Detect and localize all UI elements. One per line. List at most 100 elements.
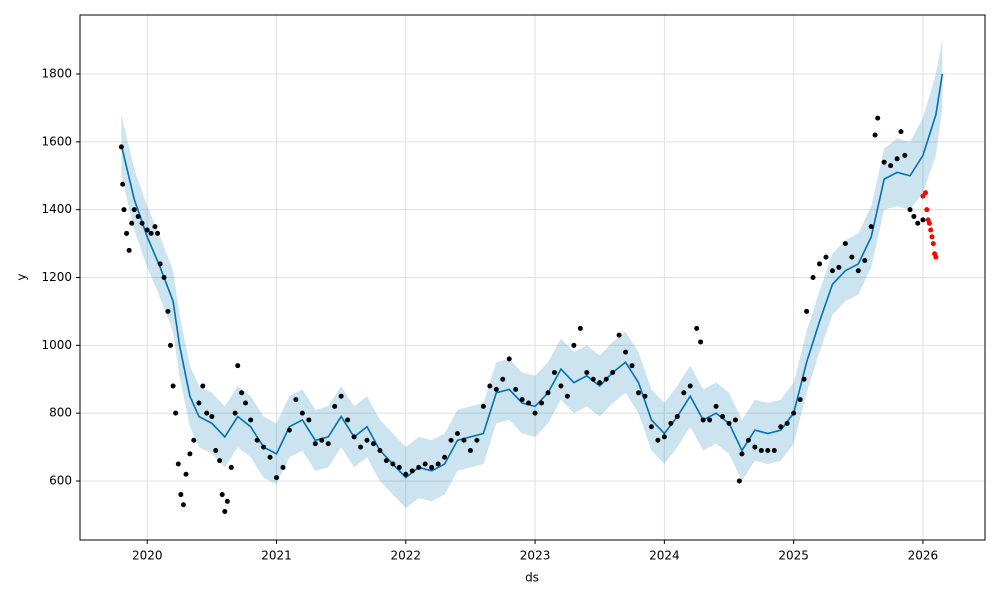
data-point xyxy=(739,451,745,457)
data-point xyxy=(513,386,519,392)
data-point xyxy=(183,471,189,477)
data-point xyxy=(286,427,292,433)
data-point xyxy=(170,383,176,389)
data-point xyxy=(933,254,939,260)
data-point xyxy=(267,454,273,460)
data-point xyxy=(261,444,267,450)
data-point xyxy=(180,502,186,508)
data-point xyxy=(720,414,726,420)
data-point xyxy=(222,509,228,515)
data-point xyxy=(616,332,622,338)
data-point xyxy=(377,447,383,453)
data-point xyxy=(571,342,577,348)
data-point xyxy=(416,464,422,470)
x-tick-label: 2023 xyxy=(520,549,551,563)
data-point xyxy=(383,458,389,464)
data-point xyxy=(126,247,132,253)
data-point xyxy=(161,275,167,280)
data-point xyxy=(888,163,894,169)
data-point xyxy=(448,437,454,443)
data-point xyxy=(519,397,525,403)
data-point xyxy=(911,213,917,219)
data-point xyxy=(532,410,538,416)
data-point xyxy=(636,390,642,396)
data-point xyxy=(539,400,545,406)
plot-frame xyxy=(79,14,986,541)
data-point xyxy=(480,403,486,409)
data-point xyxy=(403,471,409,477)
data-point xyxy=(178,492,184,498)
data-point xyxy=(429,464,435,470)
data-point xyxy=(390,461,396,467)
data-point xyxy=(907,207,913,213)
data-point xyxy=(239,390,245,396)
data-point xyxy=(700,417,706,423)
data-point xyxy=(855,268,861,274)
data-point xyxy=(435,461,441,467)
x-tick-label: 2025 xyxy=(778,549,809,563)
data-point xyxy=(920,193,926,199)
data-point xyxy=(370,441,376,447)
data-point xyxy=(500,376,506,382)
y-tick-label: 600 xyxy=(49,473,72,487)
data-point xyxy=(228,464,234,470)
data-point xyxy=(493,386,499,392)
data-point xyxy=(144,227,150,233)
data-point xyxy=(707,417,713,423)
x-axis-label: ds xyxy=(525,571,539,585)
data-point xyxy=(784,420,790,426)
data-point xyxy=(930,241,936,247)
data-point xyxy=(810,275,816,280)
data-point xyxy=(726,420,732,426)
data-point xyxy=(396,464,402,470)
data-point xyxy=(713,403,719,409)
data-point xyxy=(545,390,551,396)
data-point xyxy=(526,400,532,406)
data-point xyxy=(364,437,370,443)
data-point xyxy=(558,383,564,389)
y-tick-label: 1400 xyxy=(41,202,72,216)
x-tick-label: 2022 xyxy=(391,549,422,563)
data-point xyxy=(187,451,193,457)
data-point xyxy=(191,437,197,443)
x-tick-label: 2024 xyxy=(649,549,680,563)
data-point xyxy=(242,400,248,406)
data-point xyxy=(577,325,583,331)
data-point xyxy=(165,308,171,314)
data-point xyxy=(467,447,473,453)
data-point xyxy=(200,383,206,389)
data-point xyxy=(168,342,173,348)
data-point xyxy=(765,447,771,453)
data-point xyxy=(771,447,777,453)
data-point xyxy=(213,447,219,453)
data-point xyxy=(926,220,932,226)
data-point xyxy=(791,410,797,416)
y-tick-label: 1800 xyxy=(41,67,72,81)
data-point xyxy=(902,152,908,158)
data-point xyxy=(836,264,842,270)
data-point xyxy=(155,230,161,236)
data-point xyxy=(474,437,480,443)
data-point xyxy=(121,207,127,213)
data-point xyxy=(129,220,135,226)
data-point xyxy=(842,241,848,247)
data-point xyxy=(745,437,751,443)
data-point xyxy=(590,376,596,382)
data-point xyxy=(293,397,299,403)
data-point xyxy=(139,220,145,226)
data-point xyxy=(584,369,590,375)
data-point xyxy=(422,461,428,467)
data-point xyxy=(325,441,331,447)
data-point xyxy=(173,410,179,416)
y-tick-label: 1000 xyxy=(41,338,72,352)
data-point xyxy=(358,444,364,450)
data-point xyxy=(274,475,280,481)
data-point xyxy=(849,254,855,260)
data-point xyxy=(209,414,215,420)
data-point xyxy=(196,400,202,406)
data-point xyxy=(915,220,921,226)
data-point xyxy=(797,397,803,403)
uncertainty-band xyxy=(121,40,943,509)
y-tick-label: 1600 xyxy=(41,134,72,148)
